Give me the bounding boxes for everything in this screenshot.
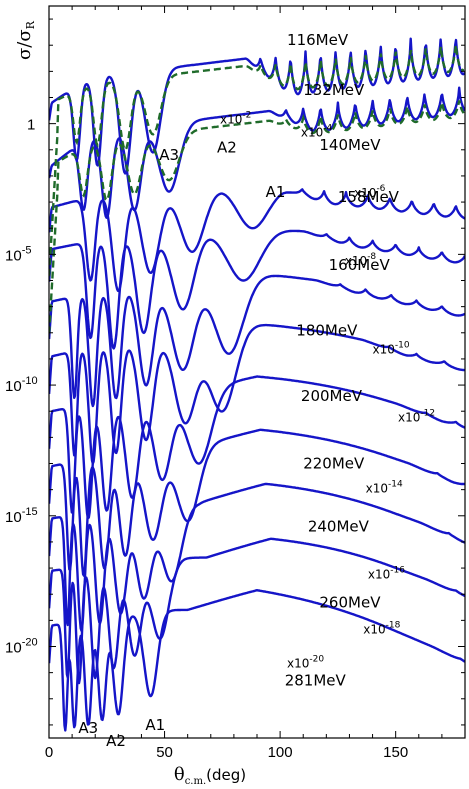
y-axis-title-sub: R	[24, 20, 37, 29]
label-layer: 116MeV132MeVx10-2140MeVx10-4158MeVx10-61…	[78, 31, 435, 750]
scale-label-base: x10	[301, 126, 323, 140]
scale-label-exp: -20	[309, 654, 324, 664]
x-axis-title-unit: (deg)	[206, 766, 246, 784]
y-axis-title-slash: /	[14, 41, 35, 48]
series-line-281MeV	[49, 589, 465, 732]
x-tick-label: 50	[156, 744, 173, 761]
scale-label-exp: -18	[386, 620, 401, 630]
y-tick-label: 1	[27, 117, 35, 134]
y-tick-label-exp: -10	[22, 375, 38, 387]
scale-label-240MeV: x10-16	[368, 566, 405, 582]
y-tick-label-base: 10	[5, 247, 22, 264]
scale-label-140MeV: x10-4	[301, 124, 333, 140]
scale-label-base: x10	[220, 113, 242, 127]
scale-label-158MeV: x10-6	[354, 184, 386, 200]
airy-minimum-label: A3	[78, 719, 98, 737]
scale-label-exp: -8	[367, 252, 376, 262]
scale-label-exp: -6	[376, 184, 385, 194]
energy-label-240MeV: 240MeV	[308, 517, 370, 535]
y-tick-label: 10-10	[5, 375, 38, 395]
energy-label-132MeV: 132MeV	[303, 81, 365, 99]
energy-label-160MeV: 160MeV	[329, 256, 391, 274]
energy-label-220MeV: 220MeV	[303, 455, 365, 473]
scale-label-exp: -2	[242, 111, 251, 121]
scale-label-160MeV: x10-8	[345, 252, 377, 268]
x-axis-title-symbol: θ	[174, 764, 185, 785]
series-line-260MeV	[49, 537, 465, 685]
scale-label-base: x10	[373, 343, 395, 357]
y-tick-label-base: 10	[5, 509, 22, 526]
energy-label-260MeV: 260MeV	[319, 593, 381, 611]
y-axis-title-den: σ	[14, 29, 35, 41]
energy-label-180MeV: 180MeV	[296, 321, 358, 339]
scale-label-220MeV: x10-14	[366, 479, 403, 495]
scale-label-base: x10	[363, 622, 385, 636]
scale-label-base: x10	[368, 568, 390, 582]
airy-minimum-label: A1	[145, 716, 165, 734]
x-axis-title: θc.m.(deg)	[174, 764, 246, 787]
y-tick-label: 10-20	[5, 637, 38, 657]
scale-label-exp: -16	[390, 566, 405, 576]
x-tick-label: 100	[268, 744, 293, 761]
x-axis-title-sub: c.m.	[185, 776, 206, 787]
y-tick-label: 10-15	[5, 506, 38, 526]
scale-label-132MeV: x10-2	[220, 111, 251, 127]
y-tick-label-exp: -15	[22, 506, 38, 518]
x-tick-label: 150	[383, 744, 408, 761]
y-tick-label-base: 10	[5, 640, 22, 657]
scale-label-base: x10	[366, 481, 388, 495]
y-axis-title-num: σ	[14, 48, 35, 60]
curves-layer	[49, 37, 465, 732]
scale-label-exp: -10	[395, 341, 410, 351]
fit-116-dashed-line	[49, 44, 465, 276]
x-tick-label: 0	[45, 744, 53, 761]
series-line-240MeV	[49, 482, 465, 632]
airy-minimum-label: A1	[266, 183, 286, 201]
scale-label-exp: -14	[388, 479, 403, 489]
series-line-220MeV	[49, 428, 465, 577]
airy-minimum-label: A2	[106, 732, 126, 750]
energy-label-140MeV: 140MeV	[319, 136, 381, 154]
y-tick-label: 10-5	[5, 244, 31, 264]
fit-132-dashed-line	[49, 100, 465, 334]
y-axis-title: σ/σR	[14, 20, 37, 60]
series-line-140MeV	[49, 188, 465, 293]
scale-label-180MeV: x10-10	[373, 341, 410, 357]
energy-label-200MeV: 200MeV	[301, 387, 363, 405]
series-line-132MeV	[49, 86, 465, 219]
series-line-158MeV	[49, 229, 465, 350]
energy-label-281MeV: 281MeV	[285, 672, 347, 690]
y-tick-label-exp: -20	[22, 637, 38, 649]
y-tick-label-base: 10	[5, 378, 22, 395]
airy-minimum-label: A3	[159, 146, 179, 164]
scale-label-base: x10	[398, 411, 420, 425]
airy-minimum-label: A2	[217, 138, 237, 156]
series-line-200MeV	[49, 375, 465, 520]
scale-label-base: x10	[354, 186, 376, 200]
scale-label-exp: -4	[323, 124, 332, 134]
scale-label-base: x10	[287, 656, 309, 670]
scale-label-281MeV: x10-20	[287, 654, 324, 670]
scale-label-200MeV: x10-12	[398, 409, 435, 425]
energy-label-116MeV: 116MeV	[287, 31, 349, 49]
series-line-180MeV	[49, 323, 465, 465]
scale-label-exp: -12	[420, 409, 435, 419]
energy-label-158MeV: 158MeV	[338, 188, 400, 206]
series-line-160MeV	[49, 274, 465, 408]
series-line-116MeV	[49, 37, 465, 175]
fits-layer	[49, 44, 465, 334]
y-tick-label-exp: -5	[22, 244, 32, 256]
scale-label-base: x10	[345, 254, 367, 268]
scale-label-260MeV: x10-18	[363, 620, 400, 636]
